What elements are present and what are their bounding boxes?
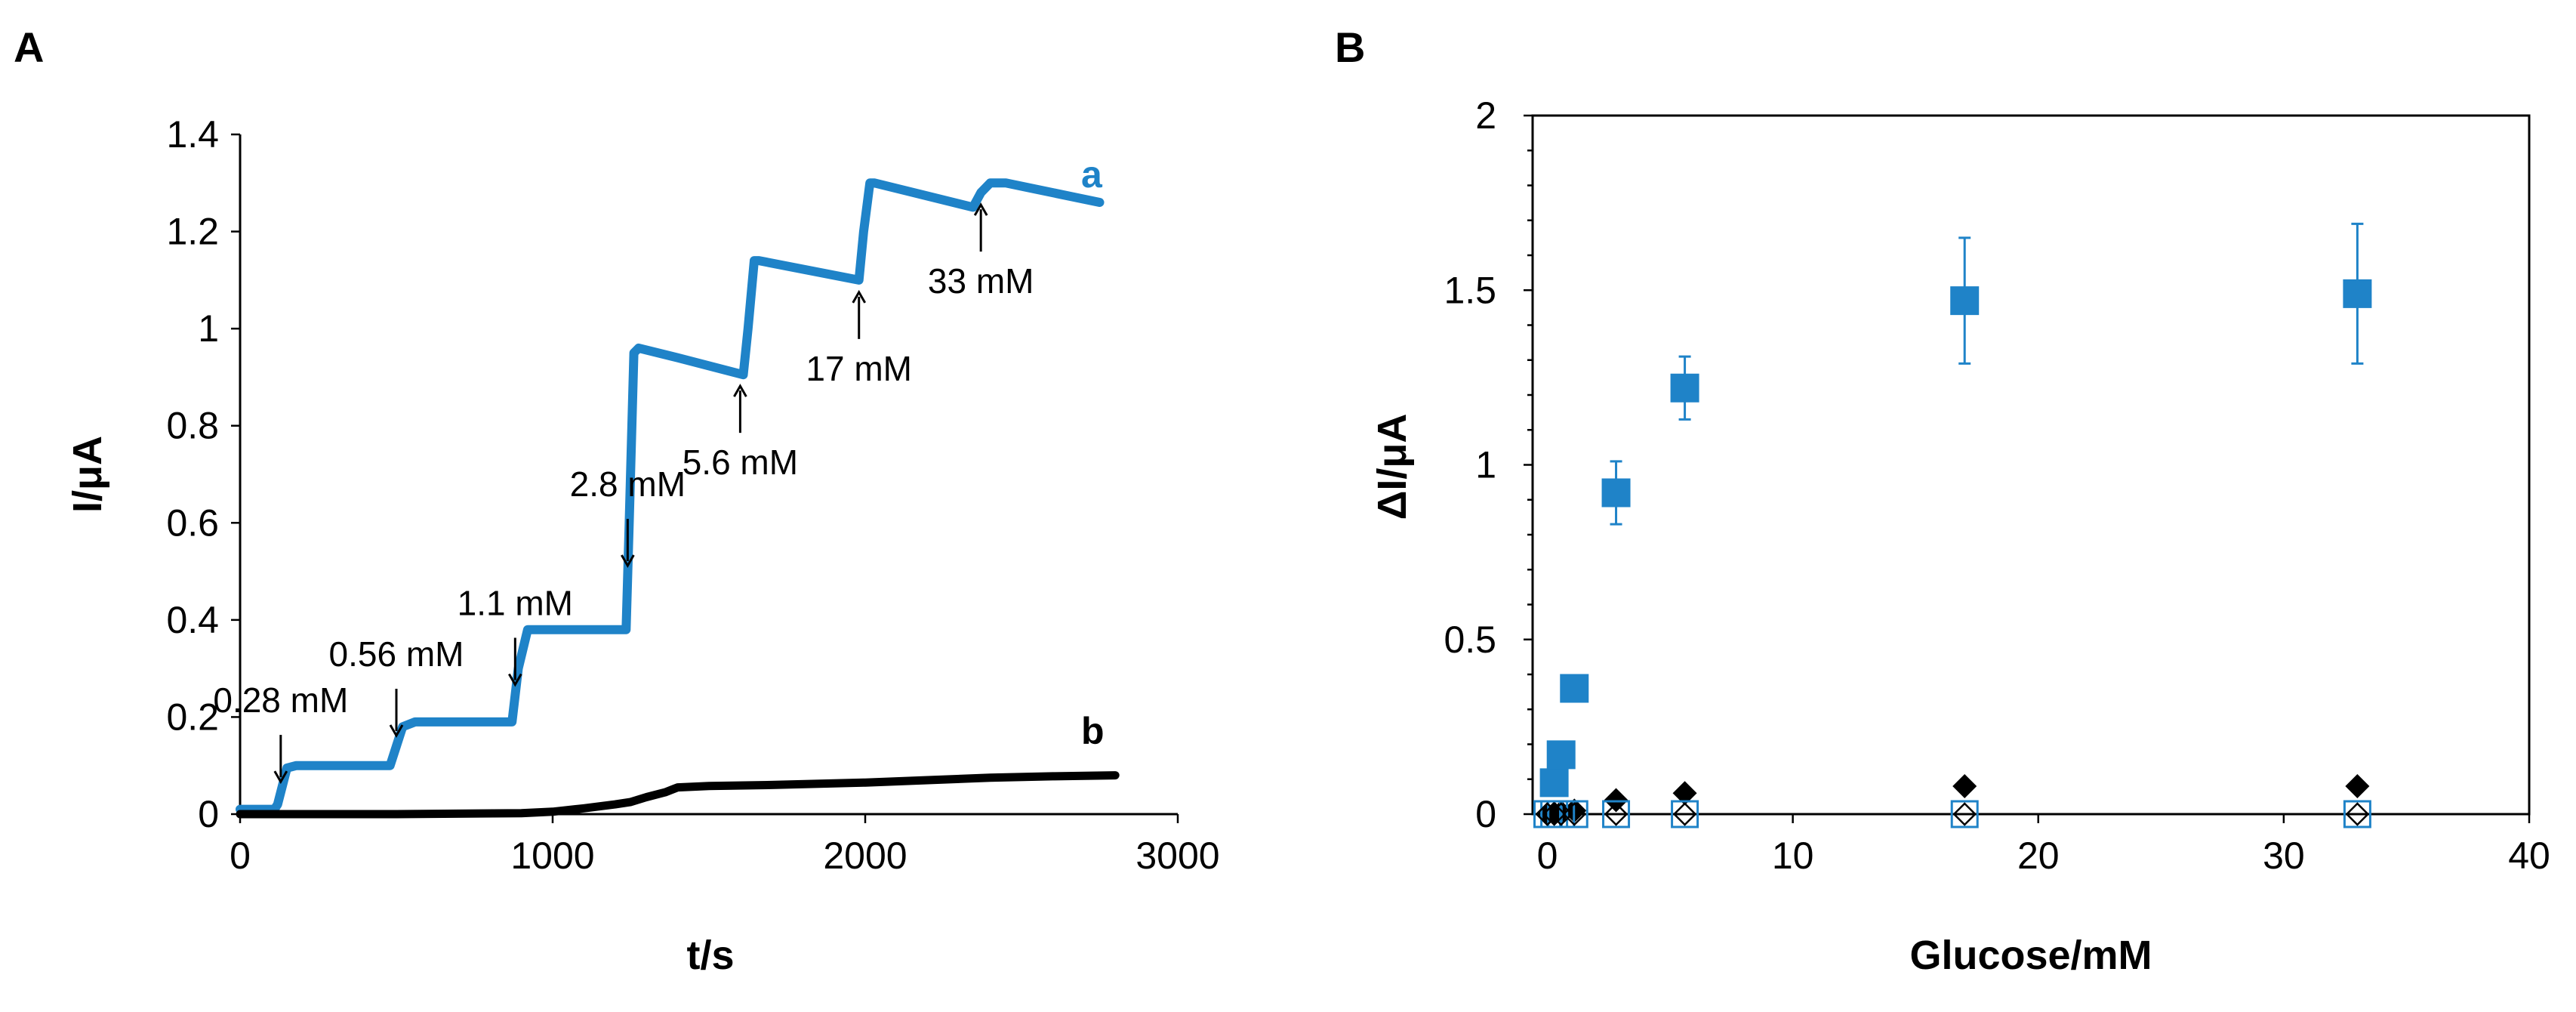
y-tick-label: 0.2 xyxy=(166,696,219,738)
filled-square-marker xyxy=(1950,286,1980,316)
y-tick-label: 0.4 xyxy=(166,599,219,641)
panel-b-series xyxy=(1533,222,2372,828)
x-tick-label: 2000 xyxy=(823,835,907,877)
curve-a-label: a xyxy=(1081,153,1103,196)
open-diamond-marker xyxy=(1562,802,1587,826)
annotation-arrowhead xyxy=(852,289,867,304)
x-tick-label: 0 xyxy=(230,835,251,877)
open-square-marker xyxy=(1560,800,1588,828)
series-b-line xyxy=(236,771,1120,819)
annotation-arrowhead xyxy=(389,724,404,739)
filled-diamond-marker xyxy=(2345,774,2370,798)
concentration-label: 0.56 mM xyxy=(329,634,464,674)
x-tick-label: 30 xyxy=(2263,835,2305,877)
filled-square-marker xyxy=(1546,740,1576,770)
panel-a-x-ticks: 0 1000 2000 3000 xyxy=(230,814,1220,877)
annotation-arrowhead xyxy=(273,770,288,785)
annotation-arrowhead xyxy=(508,673,522,687)
open-square-marker xyxy=(1950,800,1979,828)
open-diamond-marker xyxy=(1672,802,1697,826)
panel-a-y-ticks: 0 0.2 0.4 0.6 0.8 1 1.2 1.4 xyxy=(166,113,240,835)
annotation-arrowhead xyxy=(733,384,747,397)
y-tick-label: 2 xyxy=(1475,94,1496,137)
panel-a-series xyxy=(236,178,1120,819)
x-tick-label: 40 xyxy=(2508,835,2550,877)
panel-b-y-ticks: 0 0.5 1 1.5 2 xyxy=(1444,94,1533,835)
y-tick-label: 1.5 xyxy=(1444,269,1496,311)
annotation-arrowhead xyxy=(621,554,635,569)
panel-b-y-axis-title: ΔI/μA xyxy=(1370,414,1415,520)
panel-a-annotations: 0.28 mM 0.56 mM 1.1 mM 2.8 mM5.6 mM 17 mM 33 … xyxy=(213,202,1034,785)
panel-a-letter: A xyxy=(14,23,44,71)
filled-diamond-marker xyxy=(1672,781,1697,806)
panel-b-letter: B xyxy=(1335,23,1365,71)
concentration-label: 33 mM xyxy=(928,261,1034,301)
filled-square-marker xyxy=(1539,768,1569,798)
x-tick-label: 3000 xyxy=(1135,835,1219,877)
y-tick-label: 1.2 xyxy=(166,211,219,253)
open-square-marker xyxy=(2343,800,2371,828)
y-tick-label: 0 xyxy=(1475,793,1496,835)
filled-square-marker xyxy=(1601,478,1631,508)
open-square-marker xyxy=(1602,800,1631,828)
y-tick-label: 0 xyxy=(198,793,219,835)
filled-square-marker xyxy=(2343,279,2372,308)
filled-square-marker xyxy=(1670,373,1699,403)
filled-square-marker xyxy=(1560,674,1589,703)
open-square-marker xyxy=(1671,800,1699,828)
panel-a: A 0 0.2 0.4 0.6 0.8 1 1.2 1.4 0 1000 2000 3000 I/μ… xyxy=(14,23,1220,978)
concentration-label: 0.28 mM xyxy=(213,680,348,720)
series-a-line xyxy=(236,178,1105,814)
concentration-label: 1.1 mM xyxy=(458,584,573,623)
y-tick-label: 1.4 xyxy=(166,113,219,156)
x-tick-label: 0 xyxy=(1537,835,1558,877)
x-tick-label: 1000 xyxy=(510,835,594,877)
y-tick-label: 0.6 xyxy=(166,501,219,544)
panel-a-y-axis-title: I/μA xyxy=(65,436,110,513)
panel-b-plot-frame xyxy=(1531,114,2531,816)
x-tick-label: 20 xyxy=(2017,835,2060,877)
y-tick-label: 1 xyxy=(198,307,219,350)
panel-b-x-ticks: 0 10 20 30 40 xyxy=(1537,814,2550,877)
concentration-label: 5.6 mM xyxy=(683,443,798,482)
x-tick-label: 10 xyxy=(1772,835,1814,877)
y-tick-label: 1 xyxy=(1475,444,1496,486)
y-tick-label: 0.5 xyxy=(1444,619,1496,661)
concentration-label: 17 mM xyxy=(806,349,912,388)
y-tick-label: 0.8 xyxy=(166,405,219,447)
panel-b: B 0 0.5 1 1.5 2 0 10 20 30 40 ΔI/μA Glucose/mM xyxy=(1335,23,2550,978)
annotation-arrowhead xyxy=(973,202,988,216)
open-diamond-marker xyxy=(1952,802,1977,826)
open-diamond-marker xyxy=(2345,802,2370,826)
filled-diamond-marker xyxy=(1952,774,1977,798)
concentration-label: 2.8 mM xyxy=(570,464,686,504)
panel-b-x-axis-title: Glucose/mM xyxy=(1909,933,2152,978)
panel-a-x-axis-title: t/s xyxy=(686,933,734,978)
open-diamond-marker xyxy=(1542,802,1567,826)
curve-b-label: b xyxy=(1081,710,1105,752)
open-diamond-marker xyxy=(1604,802,1628,826)
